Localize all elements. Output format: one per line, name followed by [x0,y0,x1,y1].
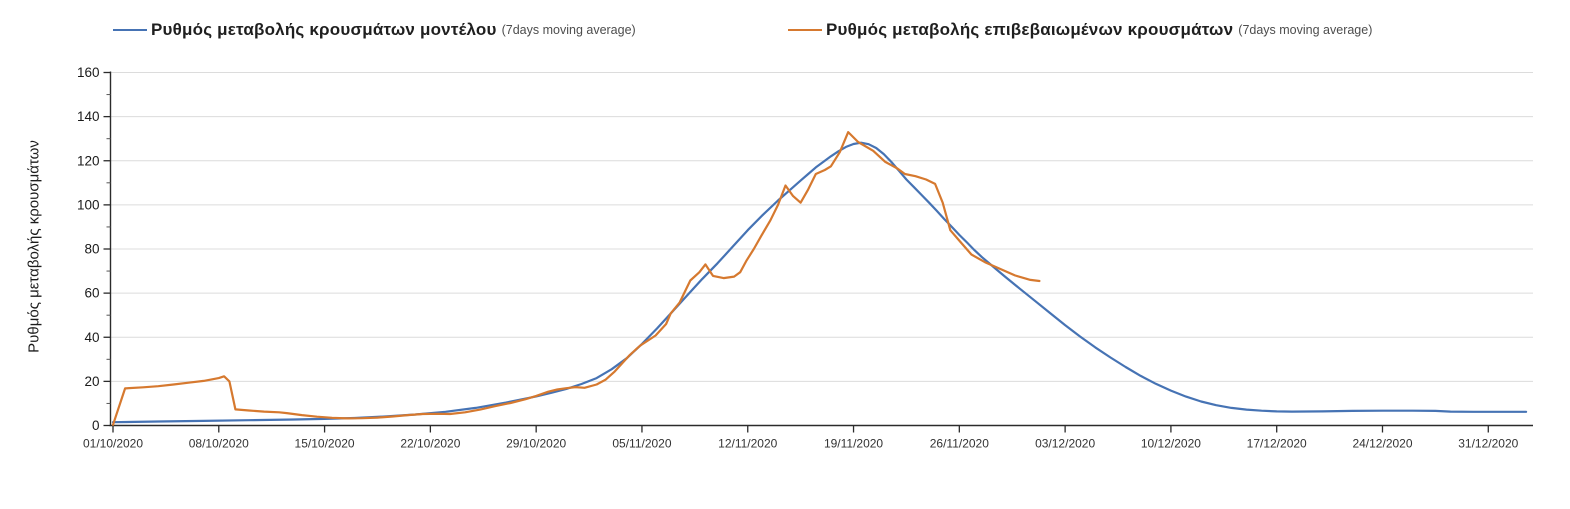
model-series-marker [113,29,147,31]
x-tick-label: 01/10/2020 [83,437,143,451]
y-tick-label: 60 [84,286,99,301]
y-tick-label: 40 [84,330,99,345]
confirmed-series-line [111,131,1041,426]
x-tick-label: 12/11/2020 [718,437,777,451]
x-tick-label: 22/10/2020 [400,437,460,451]
y-tick-label: 80 [84,242,99,257]
x-tick-label: 03/12/2020 [1035,437,1095,451]
legend-item-confirmed: Ρυθμός μεταβολής επιβεβαιωμένων κρουσμάτ… [788,20,1372,40]
x-tick-label: 29/10/2020 [506,437,566,451]
y-tick-label: 140 [77,109,100,124]
x-tick-label: 17/12/2020 [1247,437,1307,451]
y-tick-label: 100 [77,197,100,212]
y-tick-label: 120 [77,153,100,168]
x-tick-label: 31/12/2020 [1458,437,1518,451]
model-series-line [111,141,1528,424]
x-tick-label: 05/11/2020 [612,437,671,451]
x-tick-label: 19/11/2020 [824,437,883,451]
x-tick-label: 15/10/2020 [295,437,355,451]
legend-label-model: Ρυθμός μεταβολής κρουσμάτων μοντέλου [151,20,497,39]
y-tick-label: 0 [92,418,100,433]
x-tick-label: 26/11/2020 [930,437,989,451]
legend-suffix-model: (7days moving average) [501,23,636,37]
chart-legend: Ρυθμός μεταβολής κρουσμάτων μοντέλου (7d… [0,20,1570,50]
confirmed-series-marker [788,29,822,31]
y-tick-label: 20 [84,374,99,389]
legend-label-confirmed: Ρυθμός μεταβολής επιβεβαιωμένων κρουσμάτ… [826,20,1234,39]
y-tick-label: 160 [77,65,100,80]
x-tick-label: 08/10/2020 [189,437,249,451]
legend-item-model: Ρυθμός μεταβολής κρουσμάτων μοντέλου (7d… [113,20,636,40]
x-tick-label: 24/12/2020 [1352,437,1412,451]
x-tick-label: 10/12/2020 [1141,437,1201,451]
legend-suffix-confirmed: (7days moving average) [1238,23,1373,37]
